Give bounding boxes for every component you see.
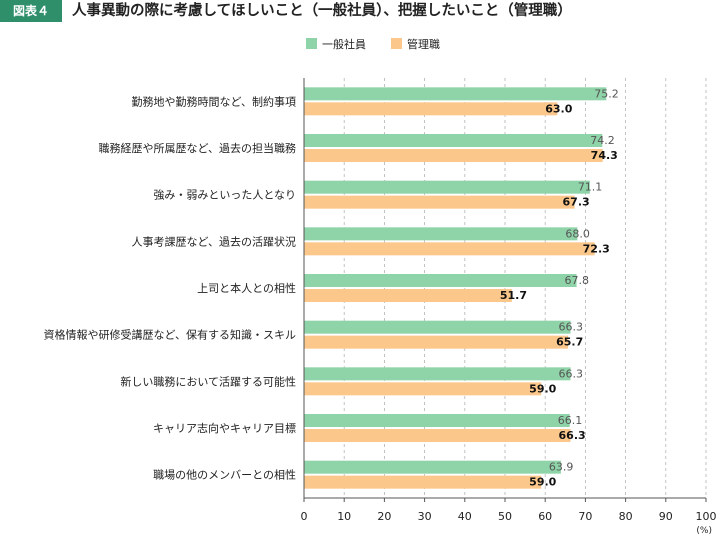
category-label: 強み・弱みといった人となり [153, 189, 296, 202]
chart-title: 人事異動の際に考慮してほしいこと（一般社員）、把握したいこと（管理職） [72, 3, 572, 19]
category-label: 上司と本人との相性 [197, 281, 296, 295]
data-label: 59.0 [529, 476, 556, 489]
data-label: 66.3 [559, 429, 586, 442]
figure-number-badge: 図表４ [0, 0, 62, 22]
data-label: 63.0 [545, 102, 572, 115]
data-label: 66.3 [559, 321, 584, 334]
data-label: 65.7 [556, 336, 583, 349]
data-label: 71.1 [578, 181, 603, 194]
data-label: 72.3 [583, 242, 610, 255]
data-label: 59.0 [529, 382, 556, 395]
legend-swatch-2 [391, 38, 402, 49]
data-label: 66.1 [558, 414, 583, 427]
legend-label-1: 一般社員 [322, 37, 366, 51]
bar-manager [304, 149, 603, 162]
data-label: 63.9 [549, 461, 574, 474]
x-tick-label: 90 [659, 510, 673, 523]
x-tick-label: 70 [578, 510, 592, 523]
bar-manager [304, 242, 595, 256]
x-tick-label: 10 [337, 510, 351, 523]
bar-manager [304, 102, 558, 116]
x-tick-label: 50 [498, 510, 512, 523]
bar-manager [304, 429, 571, 442]
category-label: キャリア志向やキャリア目標 [153, 421, 296, 435]
bar-general [304, 274, 577, 287]
x-tick-label: 80 [619, 510, 633, 523]
category-label: 資格情報や研修受講歴など、保有する知識・スキル [44, 328, 296, 342]
x-tick-label: 0 [301, 510, 308, 523]
bar-general [304, 460, 561, 474]
bar-general [304, 87, 607, 101]
bar-manager [304, 335, 569, 349]
data-label: 51.7 [500, 289, 527, 302]
bar-manager [304, 382, 542, 396]
x-tick-label: 100 [696, 510, 717, 523]
figure-header: 図表４ 人事異動の際に考慮してほしいこと（一般社員）、把握したいこと（管理職） [0, 0, 728, 24]
x-axis-unit: (%) [696, 526, 712, 536]
data-label: 68.0 [565, 227, 590, 240]
bar-general [304, 320, 571, 334]
bar-manager [304, 289, 512, 302]
data-label: 67.8 [565, 274, 590, 287]
data-label: 75.2 [594, 87, 619, 100]
data-label: 74.2 [590, 134, 615, 147]
x-tick-label: 30 [418, 510, 432, 523]
bar-general [304, 414, 570, 427]
category-label: 職場の他のメンバーとの相性 [153, 468, 296, 482]
legend-swatch-1 [306, 38, 317, 49]
category-label: 人事考課歴など、過去の活躍状況 [132, 234, 296, 248]
data-label: 67.3 [563, 196, 590, 209]
x-tick-label: 20 [377, 510, 391, 523]
bar-manager [304, 195, 575, 209]
bar-general [304, 180, 590, 194]
bar-manager [304, 475, 542, 489]
category-label: 職務経歴や所属歴など、過去の担当職務 [99, 141, 296, 155]
legend-label-2: 管理職 [407, 37, 440, 51]
category-label: 新しい職務において活躍する可能性 [120, 374, 296, 388]
x-tick-label: 60 [538, 510, 552, 523]
bar-general [304, 134, 603, 147]
category-label: 勤務地や勤務時間など、制約事項 [132, 94, 296, 108]
data-label: 66.3 [559, 367, 584, 380]
data-label: 74.3 [591, 149, 618, 162]
bar-general [304, 227, 578, 241]
bar-general [304, 367, 571, 381]
x-tick-label: 40 [458, 510, 472, 523]
